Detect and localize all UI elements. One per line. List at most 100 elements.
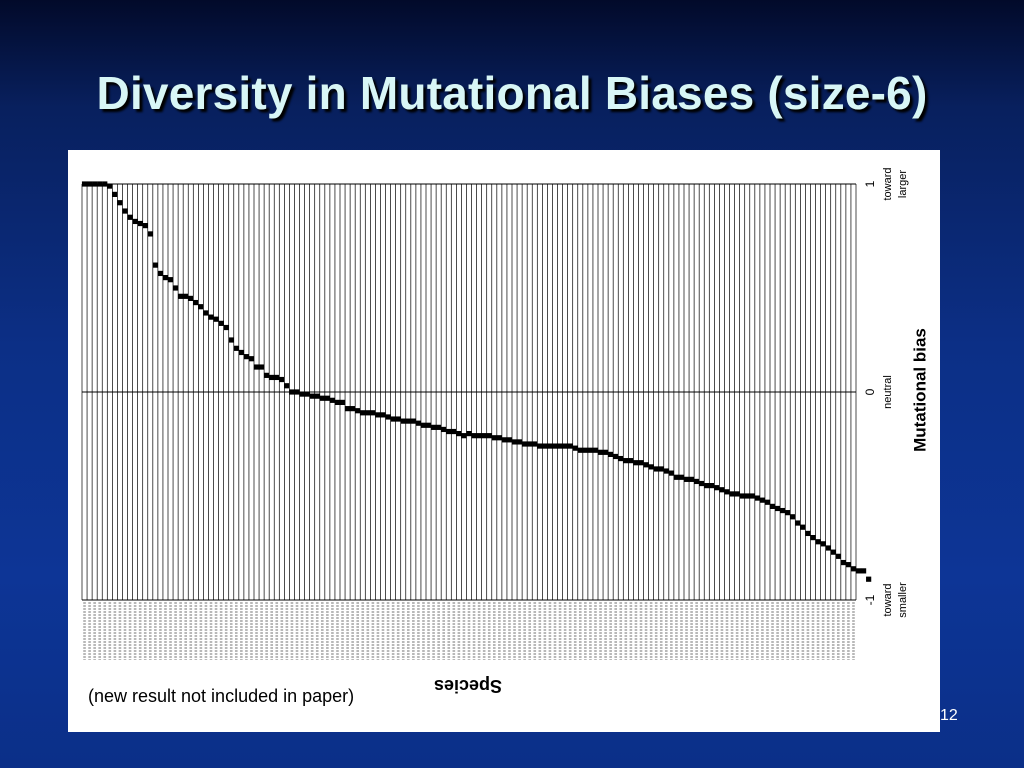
data-point [324, 395, 330, 401]
data-point [269, 374, 275, 381]
data-point [845, 562, 852, 568]
data-point [410, 418, 416, 424]
data-point [228, 337, 234, 343]
data-point [334, 399, 341, 405]
data-point [749, 493, 755, 499]
data-point [780, 507, 786, 514]
figure-note: (new result not included in paper) [88, 686, 355, 706]
data-point [709, 483, 715, 489]
data-point [441, 426, 447, 433]
data-point [365, 410, 371, 416]
data-point [592, 447, 599, 453]
data-point [319, 395, 325, 401]
data-point [344, 406, 351, 412]
data-point [380, 412, 386, 418]
species-tick-labels [83, 602, 855, 660]
data-point [147, 231, 153, 237]
data-point [102, 181, 108, 187]
x-axis-label: Species [434, 676, 502, 696]
data-point [329, 397, 336, 403]
data-point [137, 220, 143, 227]
data-point [744, 493, 750, 499]
data-point [597, 449, 604, 455]
y-axis-label: Mutational bias [910, 328, 929, 452]
data-point [405, 418, 411, 424]
data-point [233, 345, 239, 351]
data-point [466, 431, 472, 437]
data-point [511, 439, 518, 445]
data-point [800, 524, 806, 530]
data-point [527, 441, 533, 447]
data-point [724, 489, 730, 495]
data-point [577, 447, 583, 453]
data-point [339, 399, 346, 405]
data-point [243, 354, 250, 360]
data-point [183, 293, 189, 299]
data-point [142, 223, 148, 229]
data-point [284, 383, 290, 389]
data-point [299, 391, 305, 397]
data-point [694, 478, 700, 485]
data-point [162, 275, 169, 281]
data-point [785, 510, 791, 516]
data-point [86, 181, 93, 187]
data-point [446, 428, 452, 435]
data-point [471, 433, 477, 439]
data-point [350, 406, 356, 412]
data-point [390, 416, 396, 422]
data-point [795, 520, 801, 526]
data-point [860, 568, 867, 574]
data-point [855, 568, 862, 574]
data-point [790, 514, 796, 520]
y-tick-sublabel: toward [882, 167, 894, 200]
data-point [754, 495, 760, 501]
slide-title: Diversity in Mutational Biases (size-6) [96, 67, 928, 119]
data-point [739, 493, 745, 499]
data-point [628, 458, 634, 464]
data-point [643, 462, 649, 468]
y-tick-sublabel: neutral [882, 375, 894, 409]
data-point [360, 410, 366, 416]
data-point [370, 410, 376, 416]
data-point [476, 433, 482, 439]
data-point [248, 356, 255, 362]
data-point [203, 310, 209, 316]
data-point [264, 372, 270, 378]
data-point [557, 443, 563, 449]
y-tick-sublabel: larger [897, 170, 909, 198]
data-point [582, 447, 588, 453]
data-point [157, 270, 164, 277]
data-point [729, 491, 735, 497]
data-point [112, 191, 118, 197]
data-point [764, 499, 771, 505]
data-point [562, 443, 568, 449]
data-markers [81, 181, 872, 582]
data-point [774, 505, 781, 512]
data-point [542, 443, 548, 449]
data-point [866, 576, 872, 582]
data-point [618, 455, 624, 462]
data-point [117, 200, 123, 206]
data-point [602, 449, 609, 455]
data-point [253, 364, 260, 370]
data-point [850, 566, 857, 572]
data-point [572, 445, 578, 451]
page-number: 12 [940, 707, 958, 724]
data-point [623, 458, 629, 464]
data-point [496, 435, 502, 441]
data-point [198, 304, 204, 310]
data-point [289, 389, 295, 395]
data-point [714, 485, 720, 491]
data-point [456, 431, 462, 437]
data-point [132, 218, 138, 225]
chart-figure: Species 1 toward larger 0 neutral -1 toward smal… [68, 150, 940, 732]
data-point [127, 214, 133, 220]
data-point [178, 293, 184, 299]
data-point [223, 324, 229, 331]
data-point [461, 433, 467, 439]
data-point [188, 295, 194, 301]
data-point [218, 320, 224, 326]
data-point [552, 443, 558, 449]
data-point [81, 181, 88, 187]
data-point [719, 487, 725, 493]
